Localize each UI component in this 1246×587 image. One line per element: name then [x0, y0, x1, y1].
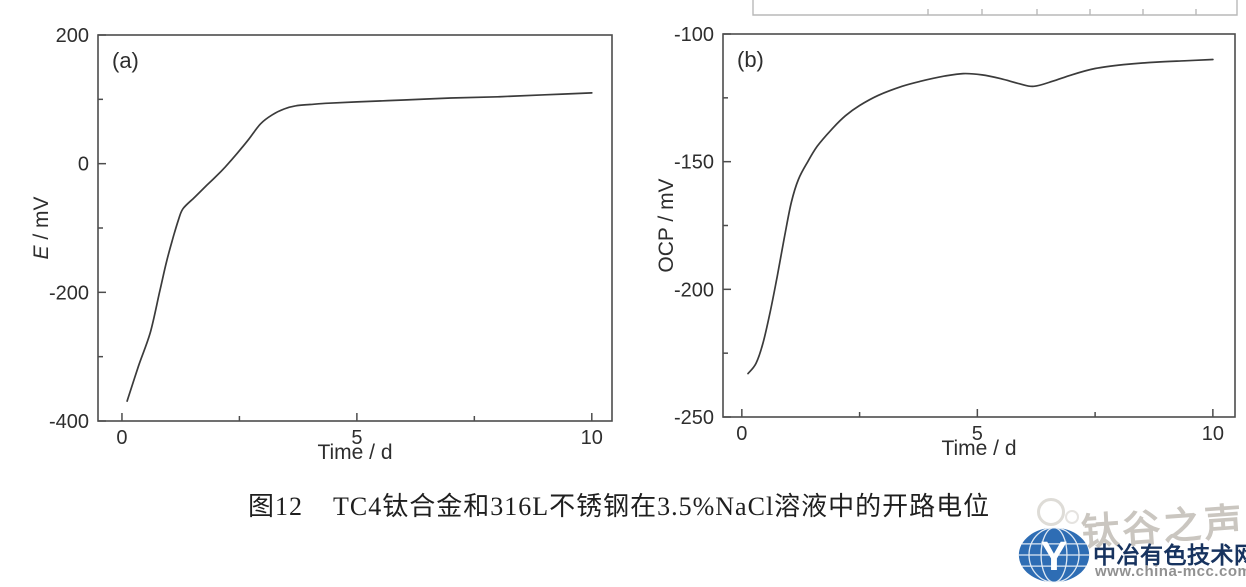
y-tick-label: -200 — [49, 282, 89, 304]
chart-panel-a: 0 5 10 200 0 -200 -400 Time / d E / mV (a) — [0, 0, 640, 480]
chart-panel-b: 0 5 10 -100 -150 -200 -250 Time / d OCP / mV (b) — [640, 0, 1246, 480]
globe-icon: Y — [1018, 527, 1090, 583]
panel-label: (a) — [112, 48, 139, 73]
x-tick-label: 0 — [736, 423, 747, 445]
x-tick-label: 10 — [581, 427, 603, 449]
y-tick-label: -250 — [674, 407, 714, 429]
site-logo-block: 钛谷之声 Y 中冶有色技术网 www.china-mcc.com — [1013, 496, 1246, 587]
site-url: www.china-mcc.com — [1095, 563, 1246, 580]
tick-labels: 0 5 10 200 0 -200 -400 — [49, 25, 603, 449]
y-tick-label: -200 — [674, 279, 714, 301]
x-tick-label: 0 — [116, 427, 127, 449]
y-axis-label: OCP / mV — [655, 178, 678, 272]
x-axis-label: Time / d — [941, 437, 1016, 460]
cropped-panel-edge — [752, 0, 1238, 16]
plot-frame — [722, 33, 1236, 418]
x-tick-label: 5 — [351, 427, 362, 449]
figure-caption-text: TC4钛合金和316L不锈钢在3.5%NaCl溶液中的开路电位 — [333, 492, 991, 521]
axis-ticks — [98, 34, 593, 422]
y-axis-label: E / mV — [30, 196, 53, 259]
data-curve-TC4 — [126, 92, 593, 402]
panel-label: (b) — [737, 47, 764, 72]
y-tick-label: 0 — [78, 154, 89, 176]
tick-labels: 0 5 10 -100 -150 -200 -250 — [674, 24, 1224, 445]
watermark-ring-icon — [1037, 498, 1065, 526]
figure-number: 图12 — [248, 492, 304, 521]
y-tick-label: -100 — [674, 24, 714, 46]
x-axis-label: Time / d — [317, 441, 392, 464]
site-name: 中冶有色技术网 — [1093, 542, 1246, 568]
ocp-chart-tc4: 0 5 10 200 0 -200 -400 Time / d E / mV (a) — [30, 25, 613, 464]
ocp-chart-316l: 0 5 10 -100 -150 -200 -250 Time / d OCP / mV (b) — [655, 0, 1238, 460]
y-tick-label: -400 — [49, 411, 89, 433]
x-tick-label: 10 — [1202, 423, 1224, 445]
axis-ticks — [723, 33, 1214, 418]
watermark-ring-small-icon — [1065, 510, 1079, 524]
globe-letter: Y — [1040, 533, 1067, 579]
data-curve-316L — [747, 58, 1214, 375]
y-tick-label: -150 — [674, 152, 714, 174]
figure-caption: 图12 TC4钛合金和316L不锈钢在3.5%NaCl溶液中的开路电位 — [248, 486, 990, 523]
y-tick-label: 200 — [56, 25, 89, 47]
x-tick-label: 5 — [972, 423, 983, 445]
